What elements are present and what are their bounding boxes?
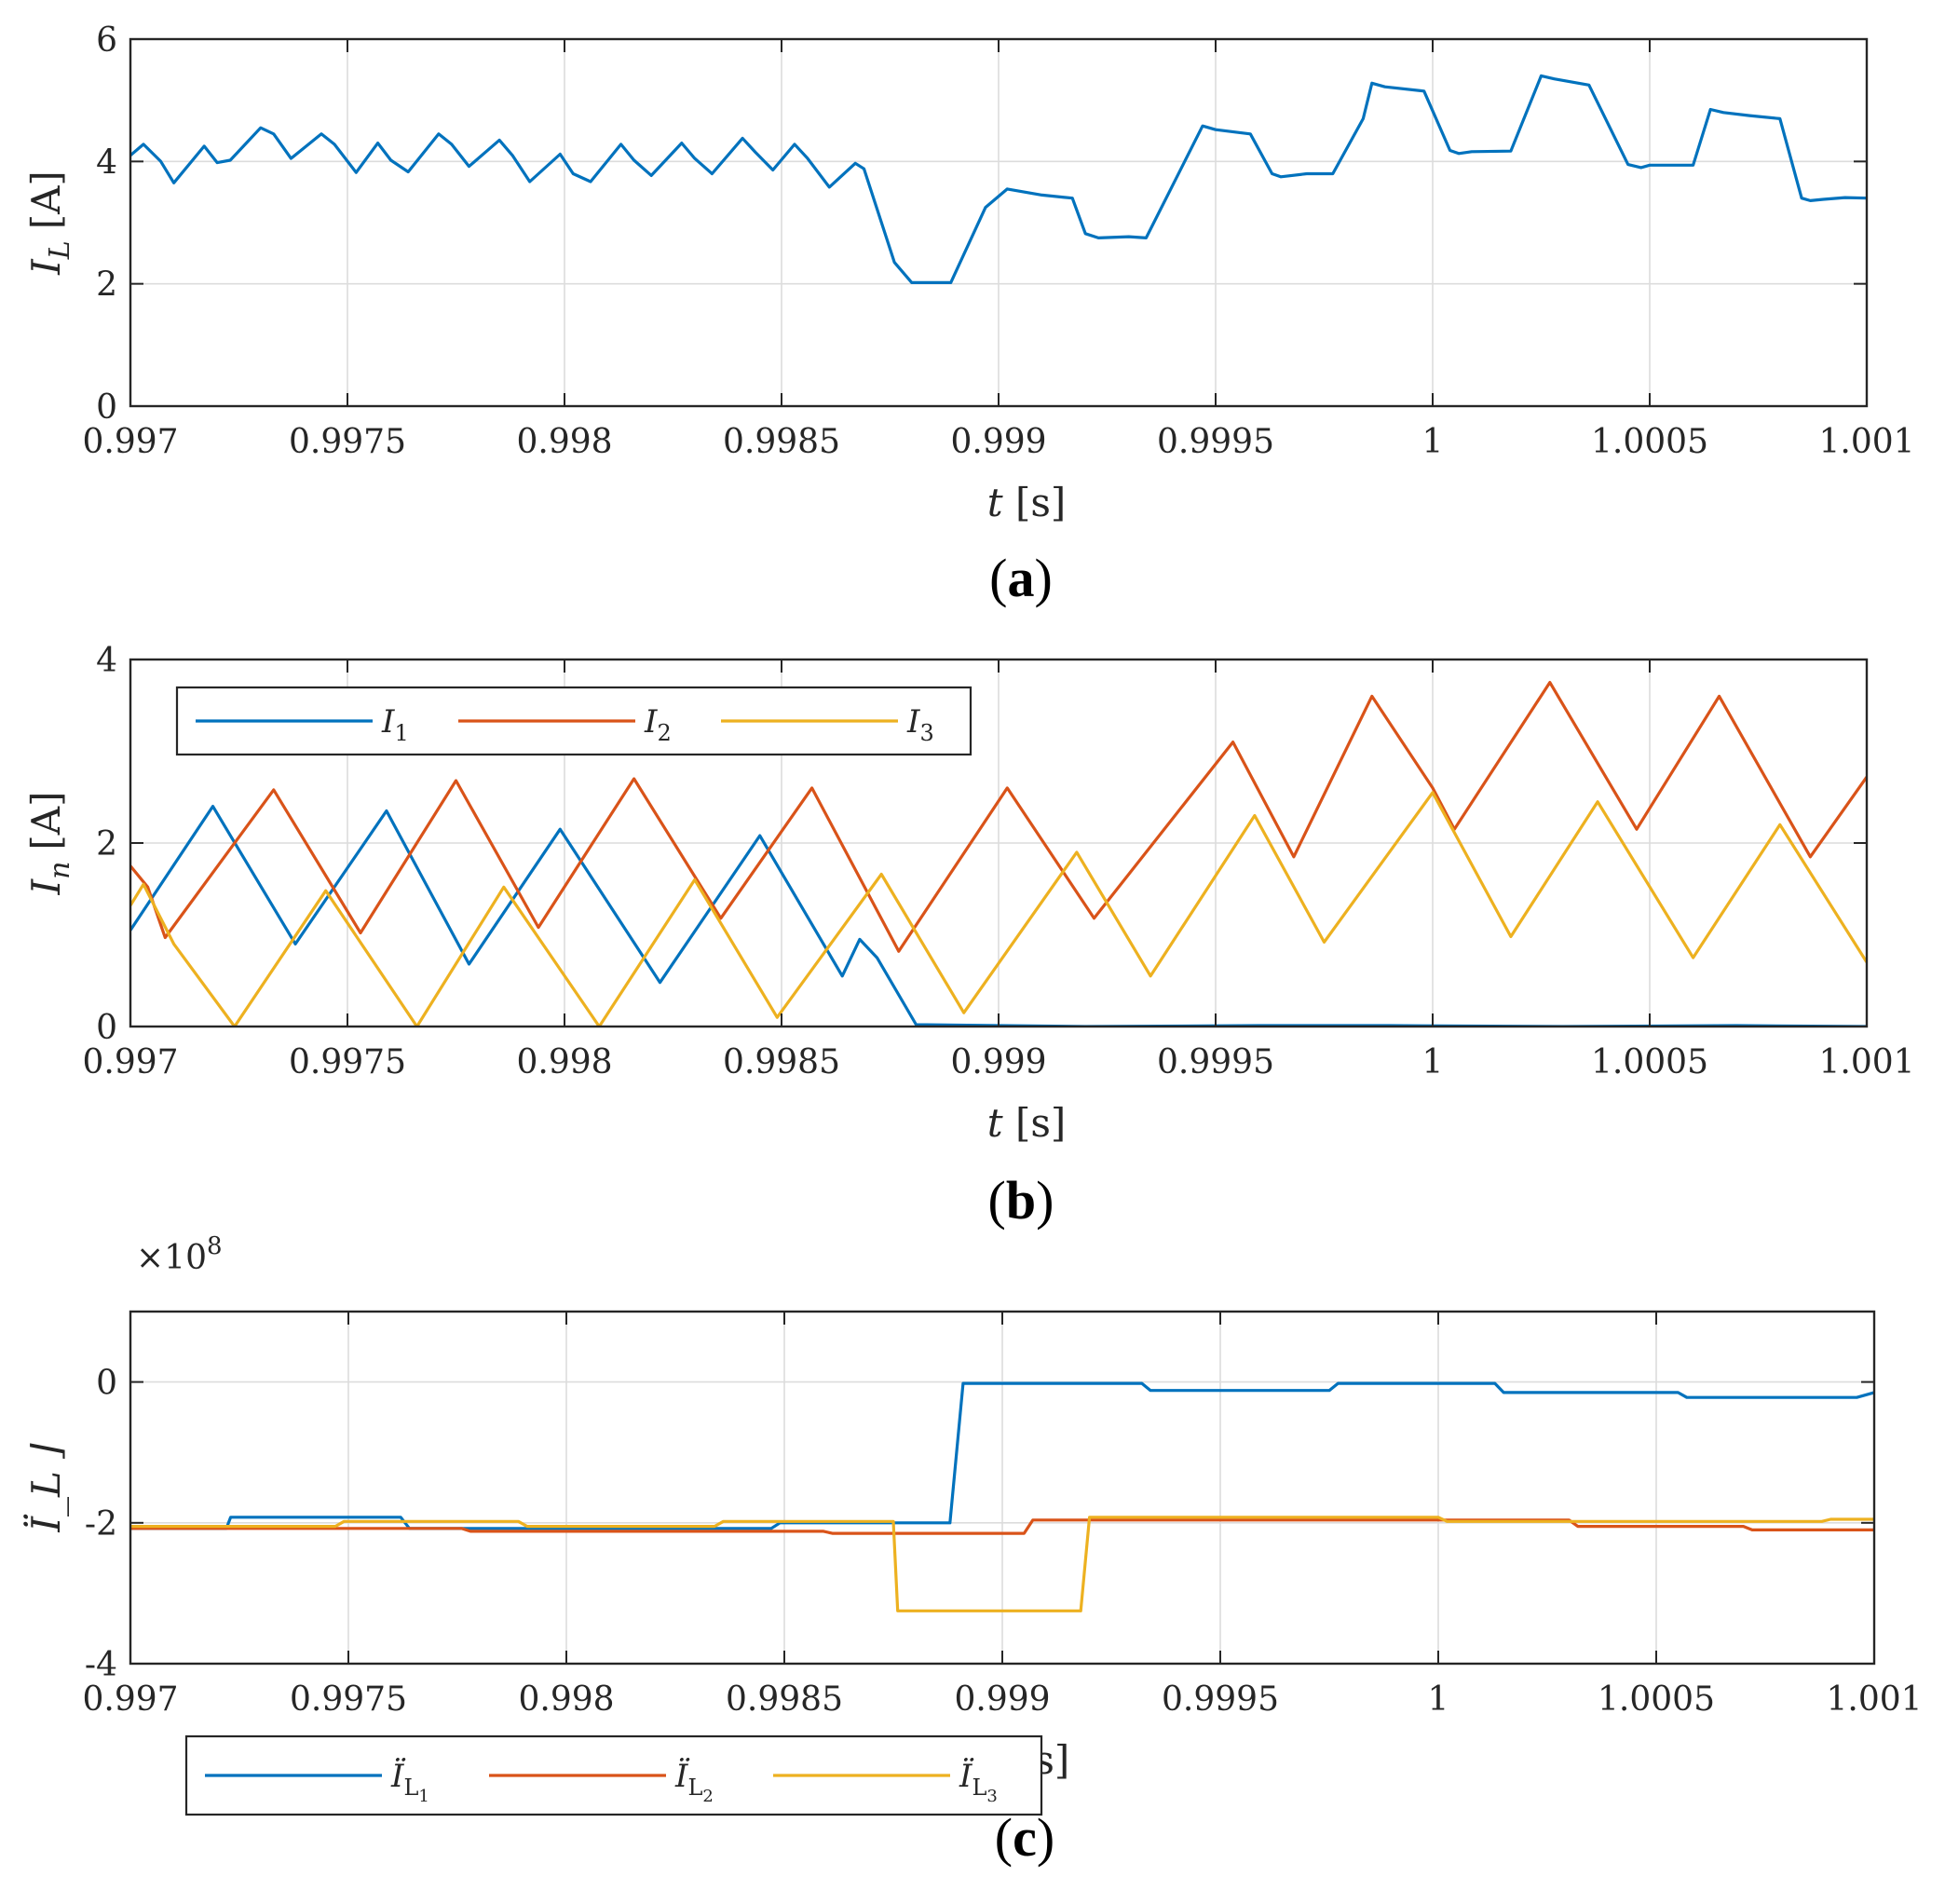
panel-caption: (a) (989, 548, 1053, 608)
x-tick-label: 0.999 (950, 423, 1046, 461)
x-tick-label: 0.9975 (289, 1043, 406, 1081)
x-tick-label: 0.999 (954, 1680, 1050, 1719)
legend-label-3: ÏL3 (959, 1758, 998, 1806)
series-line-b-2 (130, 681, 1867, 953)
x-tick-label: 0.998 (516, 1043, 612, 1081)
y-tick-label: 0 (96, 1365, 117, 1403)
panel-caption: (b) (988, 1170, 1054, 1231)
x-tick-label: 0.9995 (1157, 1043, 1274, 1081)
x-tick-label: 1 (1428, 1680, 1449, 1719)
legend-label-2: ÏL2 (674, 1758, 714, 1806)
x-tick-label: 1 (1422, 1043, 1444, 1081)
panel-caption: (c) (995, 1807, 1054, 1868)
series-line-c-1 (130, 1381, 1874, 1530)
legend: ÏL1 ÏL2 ÏL3 (184, 1734, 1043, 1816)
panel-a: 0.997 0.9975 0.998 0.9985 0.999 0.9995 1 1.0005… (23, 21, 1915, 608)
series-group (130, 74, 1867, 284)
panel-c: 0.997 0.9975 0.998 0.9985 0.999 0.9995 1 1.0005… (22, 1232, 1923, 1868)
y-tick-label: -4 (85, 1646, 117, 1684)
x-tick-label: 1.001 (1818, 423, 1914, 461)
y-tick-label: 6 (96, 21, 117, 60)
x-tick-label: 1.0005 (1598, 1680, 1715, 1719)
x-tick-label: 0.9995 (1157, 423, 1274, 461)
legend-label-1: I1 (381, 703, 409, 746)
x-tick-label: 0.9995 (1162, 1680, 1279, 1719)
x-tick-label: 0.997 (82, 423, 178, 461)
series-line-b-3 (130, 791, 1867, 1027)
series-line-c-3 (130, 1516, 1874, 1612)
legend-label-1: ÏL1 (390, 1758, 429, 1806)
x-tick-label: 1.001 (1818, 1043, 1914, 1081)
x-tick-label: 0.9985 (723, 1043, 840, 1081)
x-tick-label: 1.001 (1826, 1680, 1922, 1719)
y-tick-label: -2 (85, 1505, 117, 1544)
series-group (130, 1381, 1874, 1612)
x-tick-label: 0.9985 (723, 423, 840, 461)
series-line-c-2 (130, 1518, 1874, 1535)
y-tick-label: 2 (96, 825, 117, 864)
y-exponent-label: ×108 (136, 1232, 223, 1277)
x-tick-label: 0.997 (82, 1680, 178, 1719)
legend-label-3: I3 (906, 703, 934, 746)
x-tick-label: 0.9975 (289, 423, 406, 461)
legend-label-2: I2 (644, 703, 672, 746)
x-tick-label: 0.9975 (290, 1680, 407, 1719)
x-tick-label: 1.0005 (1591, 423, 1708, 461)
series-line-a-1 (130, 74, 1867, 284)
legend: I1 I2 I3 (175, 686, 972, 756)
x-axis-label: t [s] (987, 480, 1067, 525)
y-axis-label: IL[A] (23, 170, 76, 276)
x-tick-label: 0.9985 (726, 1680, 843, 1719)
x-tick-label: 0.999 (950, 1043, 1046, 1081)
y-tick-label: 2 (96, 266, 117, 305)
x-tick-label: 0.998 (516, 423, 612, 461)
y-tick-label: 0 (96, 1009, 117, 1047)
x-tick-label: 1.0005 (1591, 1043, 1708, 1081)
x-tick-label: 0.997 (82, 1043, 178, 1081)
panel-b: 0.997 0.9975 0.998 0.9985 0.999 0.9995 1 1.0005… (23, 642, 1915, 1231)
x-tick-label: 1 (1422, 423, 1444, 461)
y-axis-label: In[A] (23, 791, 76, 895)
x-tick-label: 0.998 (518, 1680, 614, 1719)
x-axis-label: t [s] (987, 1100, 1067, 1146)
y-tick-label: 4 (96, 143, 117, 182)
y-axis-label: Ï_L ⌋ (22, 1443, 69, 1533)
y-tick-label: 0 (96, 388, 117, 427)
y-tick-label: 4 (96, 642, 117, 680)
